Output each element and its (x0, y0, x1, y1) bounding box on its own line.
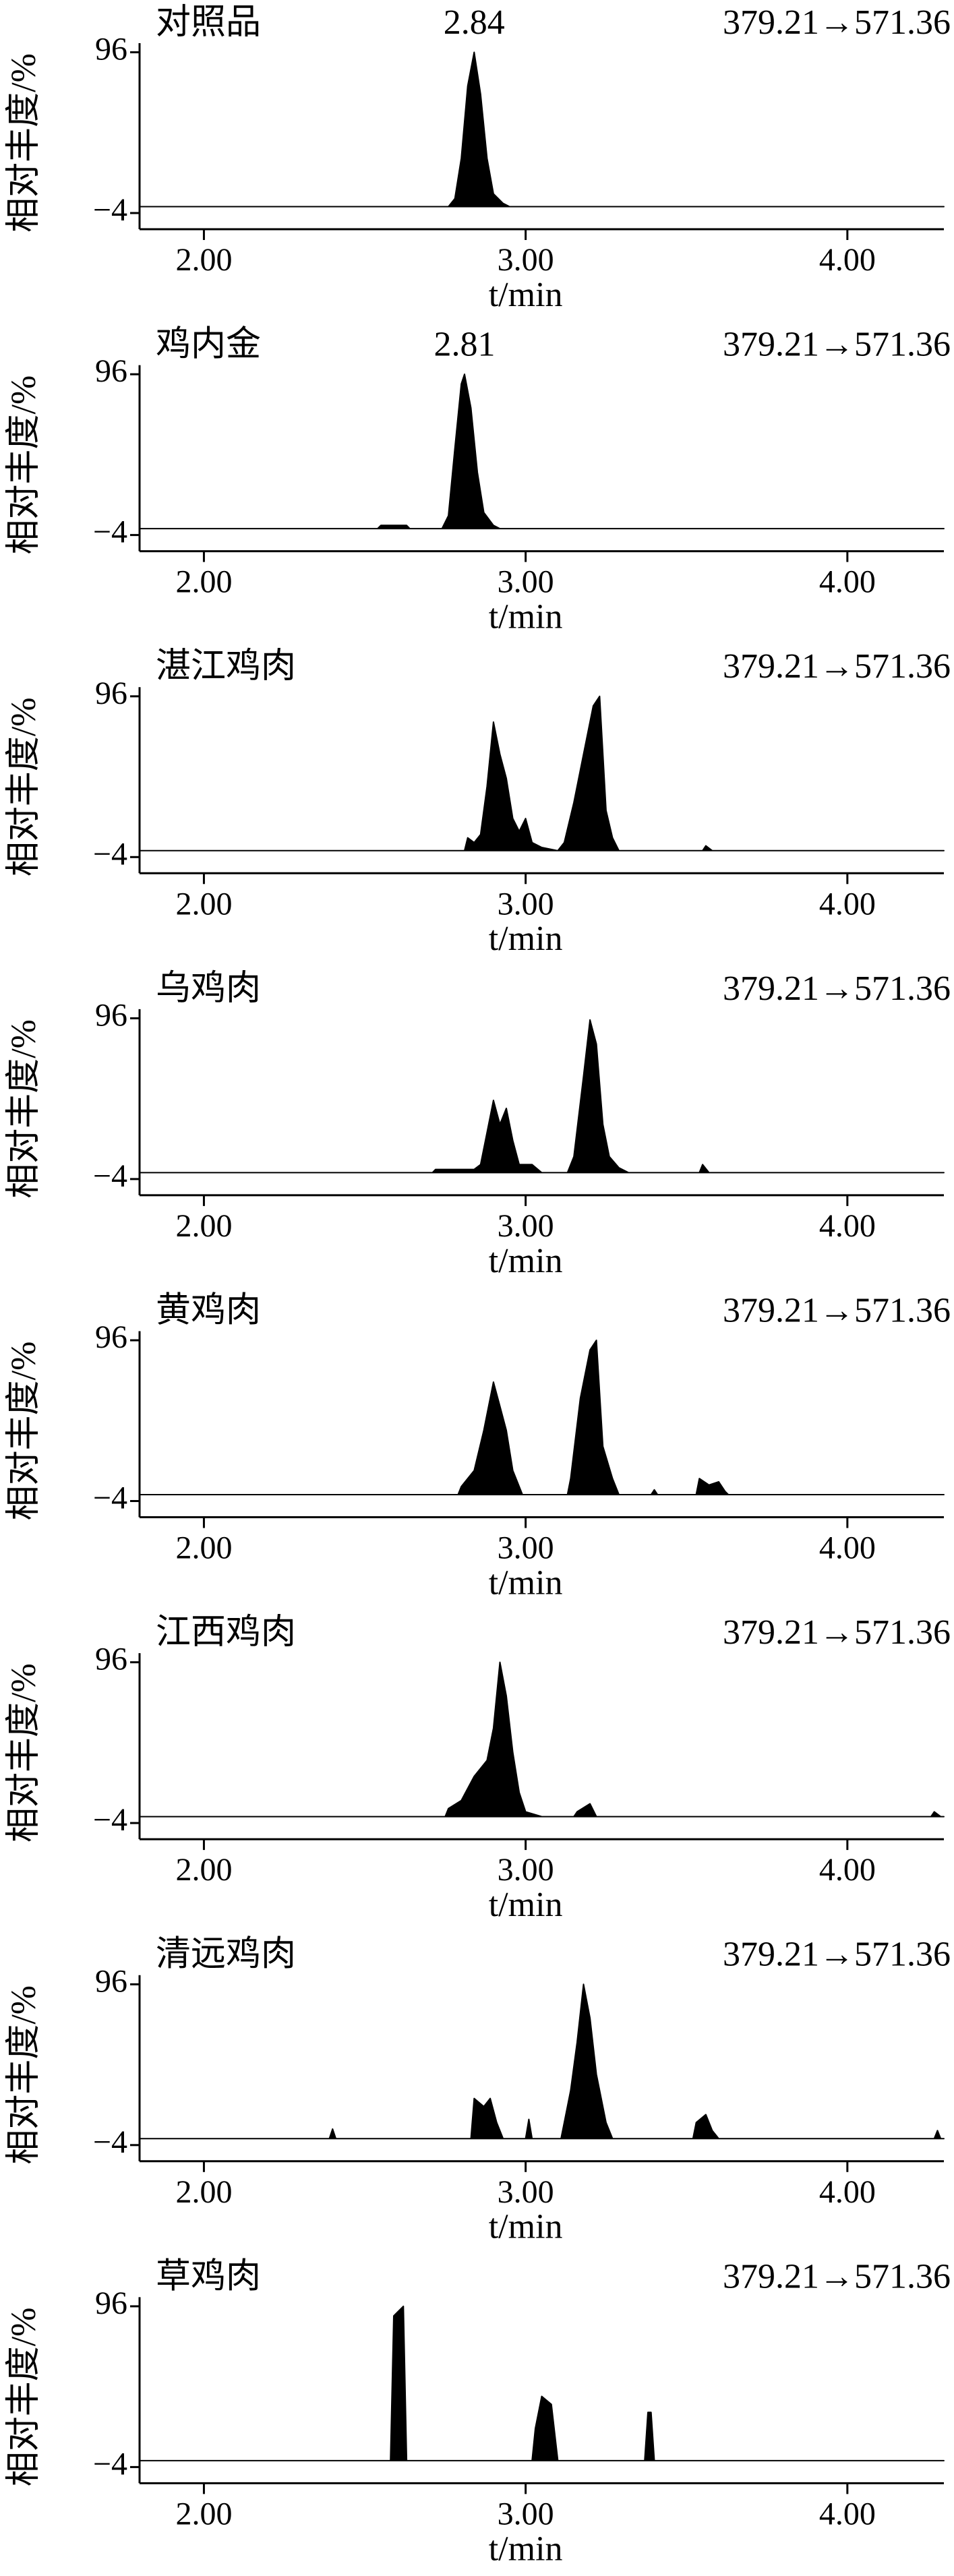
y-tick-label: −4 (93, 1802, 127, 1838)
chromatogram (139, 51, 945, 208)
panel: 乌鸡肉 379.21→571.36 相对丰度/% t/min 96 −4 2.00 3.00 4… (5, 969, 951, 1280)
y-tick-label: −4 (93, 514, 127, 550)
x-axis-label: t/min (489, 920, 563, 958)
y-axis-label: 相对丰度/% (5, 1985, 43, 2165)
x-tick-label: 2.00 (175, 2496, 232, 2532)
transition-label: 379.21→571.36 (723, 326, 951, 364)
x-axis-label: t/min (489, 2529, 563, 2568)
panel-title: 鸡内金 (156, 326, 261, 364)
x-axis-label: t/min (489, 598, 563, 636)
x-tick-label: 2.00 (175, 1852, 232, 1888)
panel: 黄鸡肉 379.21→571.36 相对丰度/% t/min 96 −4 2.00 3.00 4… (5, 1291, 951, 1602)
chromatogram (139, 1983, 945, 2140)
peak-label: 2.81 (434, 326, 495, 364)
chromatogram (139, 695, 945, 851)
x-tick-label: 3.00 (498, 1208, 554, 1244)
y-tick-label: 96 (95, 2285, 127, 2321)
y-tick-label: 96 (95, 32, 127, 67)
chromatogram (139, 2305, 945, 2461)
x-tick-label: 3.00 (498, 564, 554, 600)
x-tick-label: 2.00 (175, 1208, 232, 1244)
x-tick-label: 3.00 (498, 1852, 554, 1888)
chromatogram (139, 1661, 945, 1818)
transition-label: 379.21→571.36 (723, 1291, 951, 1329)
y-tick-label: 96 (95, 997, 127, 1033)
x-tick-label: 2.00 (175, 1530, 232, 1566)
x-tick-label: 2.00 (175, 2174, 232, 2210)
x-tick-label: 3.00 (498, 2496, 554, 2532)
y-axis-label: 相对丰度/% (5, 1019, 43, 1199)
y-axis-label: 相对丰度/% (5, 1342, 43, 1521)
x-tick-label: 3.00 (498, 2174, 554, 2210)
x-axis-label: t/min (489, 276, 563, 314)
y-axis-label: 相对丰度/% (5, 53, 43, 233)
y-axis-label: 相对丰度/% (5, 2308, 43, 2487)
chromatogram (139, 1019, 945, 1174)
y-tick-label: 96 (95, 353, 127, 389)
y-axis-label: 相对丰度/% (5, 376, 43, 555)
x-tick-label: 2.00 (175, 886, 232, 922)
panel-title: 对照品 (156, 3, 261, 42)
chromatogram (139, 373, 945, 530)
panel-title: 黄鸡肉 (156, 1291, 261, 1329)
panel: 湛江鸡肉 379.21→571.36 相对丰度/% t/min 96 −4 2.00 3.00… (5, 647, 951, 958)
peak-label: 2.84 (444, 3, 505, 42)
panel-title: 江西鸡肉 (156, 1613, 296, 1652)
x-tick-label: 4.00 (819, 2174, 876, 2210)
x-axis-label: t/min (489, 1886, 563, 1924)
panel: 草鸡肉 379.21→571.36 相对丰度/% t/min 96 −4 2.00 3.00 4… (5, 2257, 951, 2568)
transition-label: 379.21→571.36 (723, 3, 951, 42)
y-axis-label: 相对丰度/% (5, 1663, 43, 1843)
x-tick-label: 4.00 (819, 564, 876, 600)
x-tick-label: 3.00 (498, 1530, 554, 1566)
x-tick-label: 3.00 (498, 886, 554, 922)
transition-label: 379.21→571.36 (723, 969, 951, 1008)
transition-label: 379.21→571.36 (723, 2257, 951, 2296)
x-axis-label: t/min (489, 1563, 563, 1602)
y-tick-label: 96 (95, 1963, 127, 1999)
x-tick-label: 4.00 (819, 1852, 876, 1888)
panel: 鸡内金 379.21→571.36 2.81 相对丰度/% t/min 96 −4 2.00 3… (5, 326, 951, 636)
y-tick-label: −4 (93, 192, 127, 228)
x-axis-label: t/min (489, 1242, 563, 1280)
x-tick-label: 4.00 (819, 2496, 876, 2532)
x-tick-label: 4.00 (819, 242, 876, 278)
y-tick-label: −4 (93, 2446, 127, 2482)
panel-title: 乌鸡肉 (156, 969, 261, 1008)
panel-title: 草鸡肉 (156, 2257, 261, 2296)
y-tick-label: 96 (95, 1319, 127, 1355)
y-tick-label: −4 (93, 836, 127, 872)
transition-label: 379.21→571.36 (723, 1613, 951, 1652)
x-tick-label: 4.00 (819, 886, 876, 922)
x-axis-label: t/min (489, 2208, 563, 2246)
panel: 清远鸡肉 379.21→571.36 相对丰度/% t/min 96 −4 2.00 3.00… (5, 1936, 951, 2246)
y-tick-label: 96 (95, 1642, 127, 1677)
panel-title: 湛江鸡肉 (156, 647, 296, 686)
y-tick-label: −4 (93, 1480, 127, 1516)
y-tick-label: 96 (95, 676, 127, 711)
panel: 江西鸡肉 379.21→571.36 相对丰度/% t/min 96 −4 2.00 3.00… (5, 1613, 951, 1924)
transition-label: 379.21→571.36 (723, 647, 951, 686)
panel: 对照品 379.21→571.36 2.84 相对丰度/% t/min 96 −4 2.00 3… (5, 3, 951, 314)
x-tick-label: 3.00 (498, 242, 554, 278)
x-tick-label: 2.00 (175, 564, 232, 600)
panel-title: 清远鸡肉 (156, 1936, 296, 1974)
y-tick-label: −4 (93, 1158, 127, 1194)
x-tick-label: 4.00 (819, 1530, 876, 1566)
x-tick-label: 2.00 (175, 242, 232, 278)
y-tick-label: −4 (93, 2124, 127, 2160)
x-tick-label: 4.00 (819, 1208, 876, 1244)
y-axis-label: 相对丰度/% (5, 697, 43, 876)
transition-label: 379.21→571.36 (723, 1936, 951, 1974)
chromatogram (139, 1340, 945, 1495)
